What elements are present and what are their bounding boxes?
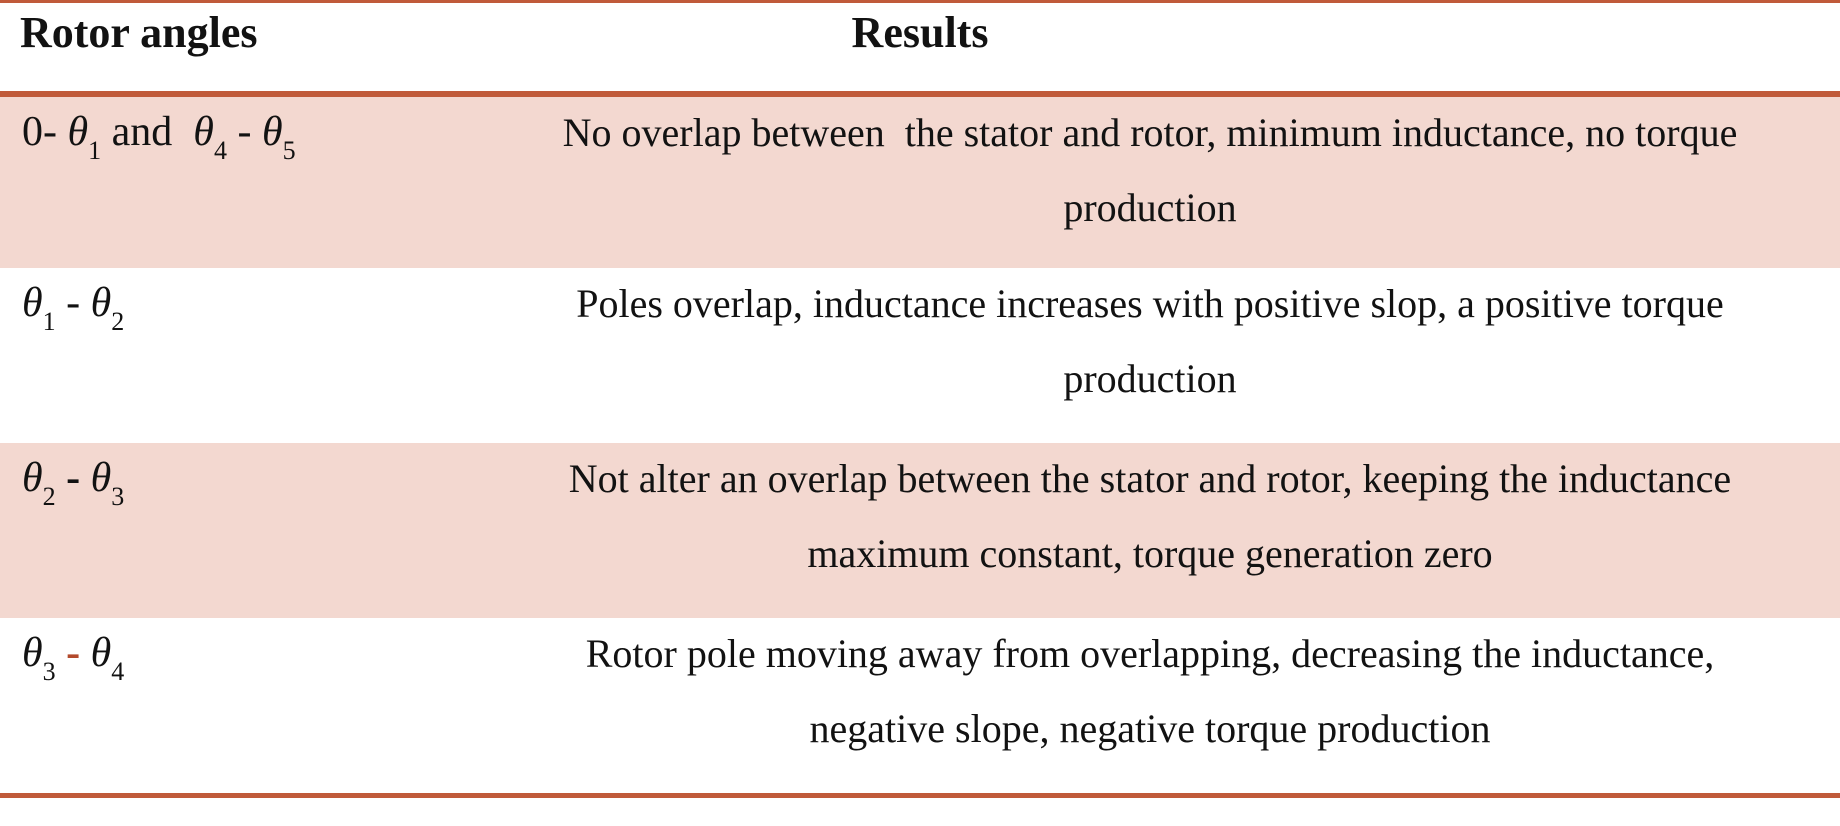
rotor-angle-cell: θ3 - θ4 bbox=[22, 618, 124, 707]
theta-symbol: θ bbox=[22, 630, 43, 676]
results-cell: Rotor pole moving away from overlapping,… bbox=[260, 616, 1840, 766]
table-row: 0- θ1 and θ4 - θ5 No overlap between the… bbox=[0, 97, 1840, 268]
result-line: Rotor pole moving away from overlapping,… bbox=[585, 631, 1715, 676]
theta-subscript: 4 bbox=[213, 136, 227, 165]
theta-subscript: 5 bbox=[282, 136, 296, 165]
theta-symbol: θ bbox=[22, 280, 43, 326]
dash-separator: - bbox=[55, 455, 91, 501]
result-line: production bbox=[1063, 185, 1237, 230]
theta-subscript: 1 bbox=[42, 307, 56, 336]
theta-symbol: θ bbox=[193, 109, 214, 155]
theta-subscript: 1 bbox=[88, 136, 102, 165]
theta-symbol: θ bbox=[261, 109, 283, 155]
rotor-angle-cell: θ2 - θ3 bbox=[22, 443, 124, 532]
result-line: negative slope, negative torque producti… bbox=[809, 706, 1491, 751]
result-line: Poles overlap, inductance increases with… bbox=[576, 281, 1724, 326]
theta-subscript: 2 bbox=[111, 307, 125, 336]
results-cell: Not alter an overlap between the stator … bbox=[260, 441, 1840, 591]
rotor-angle-cell: θ1 - θ2 bbox=[22, 268, 124, 357]
header-results: Results bbox=[851, 8, 989, 57]
header-divider-rule bbox=[0, 91, 1840, 97]
result-line: Not alter an overlap between the stator … bbox=[568, 456, 1732, 501]
theta-symbol: θ bbox=[90, 630, 112, 676]
angle-text: 0- bbox=[22, 109, 68, 155]
dash-separator: - bbox=[55, 630, 91, 676]
theta-symbol: θ bbox=[67, 109, 89, 155]
theta-subscript: 2 bbox=[42, 482, 56, 511]
bottom-rule bbox=[0, 793, 1840, 798]
table-header-row: Rotor angles Results bbox=[0, 3, 1840, 91]
result-line: No overlap between the stator and rotor,… bbox=[562, 110, 1738, 155]
angle-text: - bbox=[226, 109, 262, 155]
table-row: θ3 - θ4 Rotor pole moving away from over… bbox=[0, 618, 1840, 793]
header-rotor-angles: Rotor angles bbox=[20, 8, 258, 57]
theta-subscript: 4 bbox=[111, 657, 125, 686]
rotor-angle-cell: 0- θ1 and θ4 - θ5 bbox=[22, 97, 296, 186]
results-cell: Poles overlap, inductance increases with… bbox=[260, 266, 1840, 416]
theta-subscript: 3 bbox=[42, 657, 56, 686]
table-row: θ1 - θ2 Poles overlap, inductance increa… bbox=[0, 268, 1840, 443]
theta-symbol: θ bbox=[22, 455, 43, 501]
result-line: production bbox=[1063, 356, 1237, 401]
theta-subscript: 3 bbox=[111, 482, 125, 511]
theta-symbol: θ bbox=[90, 455, 112, 501]
top-rule bbox=[0, 0, 1840, 3]
results-cell: No overlap between the stator and rotor,… bbox=[260, 95, 1840, 245]
result-line: maximum constant, torque generation zero bbox=[807, 531, 1493, 576]
theta-symbol: θ bbox=[90, 280, 112, 326]
angle-text: and bbox=[101, 109, 194, 155]
table-row: θ2 - θ3 Not alter an overlap between the… bbox=[0, 443, 1840, 618]
angle-text: - bbox=[55, 280, 91, 326]
